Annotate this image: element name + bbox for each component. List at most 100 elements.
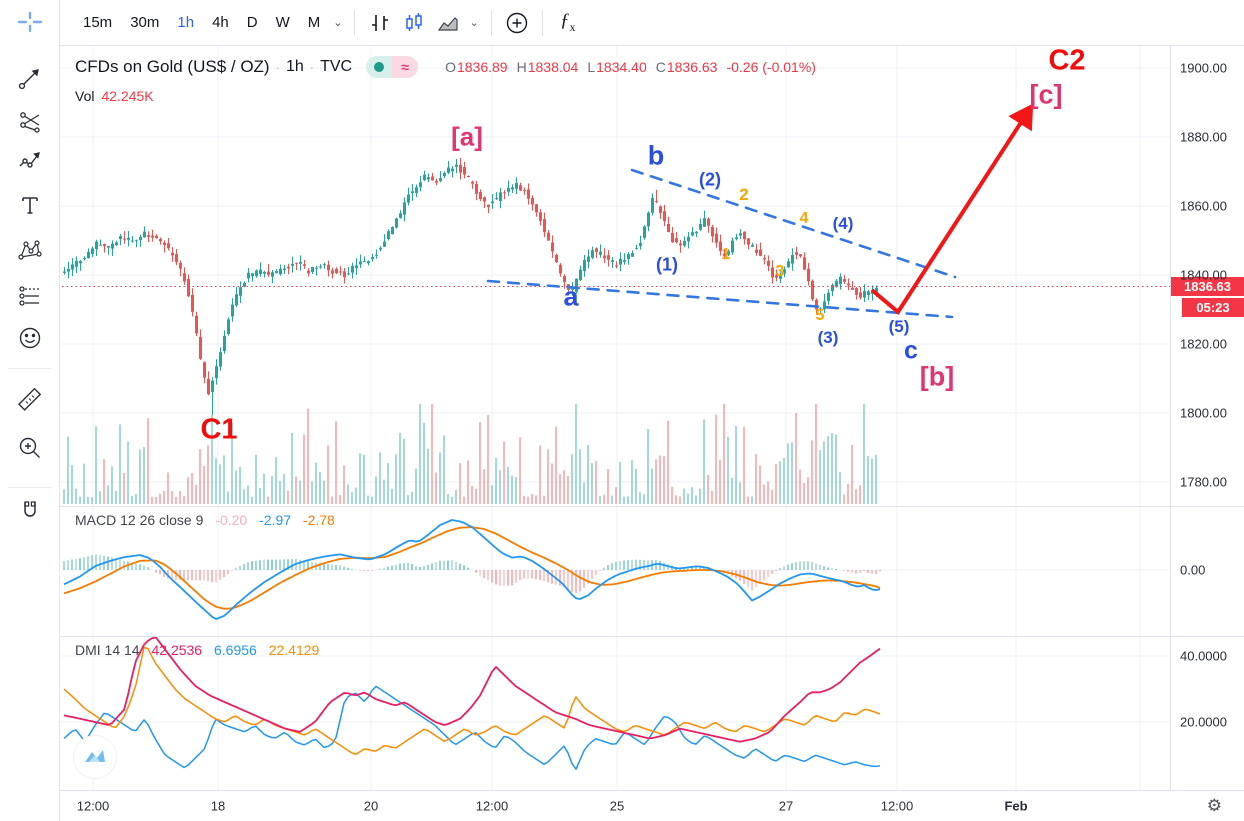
macd-histogram-bar [119,559,121,570]
wave-label-a[interactable]: [a] [451,121,483,152]
price-axis-label: 1840.00 [1180,267,1227,283]
xabcd-pattern-tool-icon[interactable] [13,233,47,267]
style-chevron-down-icon[interactable]: ⌄ [469,17,479,29]
wave-label-4[interactable]: 4 [799,210,809,227]
macd-histogram-bar [447,560,449,570]
timeframe-1h-button[interactable]: 1h [177,14,195,31]
candle-body [847,283,850,286]
candle-body [155,235,158,239]
macd-histogram-bar [327,563,329,570]
volume-bar [475,488,477,504]
wave-label-5[interactable]: (5) [888,317,910,336]
wave-label-3[interactable]: 3 [775,263,785,280]
candle-body [707,218,710,226]
volume-bar [191,472,193,504]
candle-body [787,261,790,268]
macd-histogram-bar [215,570,217,583]
measure-ruler-icon[interactable] [13,383,47,417]
compare-add-icon[interactable] [500,6,534,40]
timeframe-D-button[interactable]: D [246,14,258,31]
zoom-in-tool-icon[interactable] [13,431,47,465]
macd-pane-separator[interactable] [60,506,1244,507]
time-axis-label: 12:00 [880,798,914,814]
volume-bar [163,490,165,504]
timeframe-M-button[interactable]: M [307,14,321,31]
candle-body [343,271,346,278]
magnet-tool-icon[interactable] [13,494,47,528]
macd-histogram-bar [687,566,689,570]
trend-line-tool-icon[interactable] [13,61,47,95]
wave-label-4[interactable]: (4) [832,214,854,233]
timeframe-W-button[interactable]: W [275,14,290,31]
volume-bar [127,441,129,504]
wave-label-b[interactable]: [b] [919,361,955,392]
dmi-pane-separator[interactable] [60,636,1244,637]
macd-histogram-bar [311,561,313,570]
wave-label-1[interactable]: 1 [721,246,731,263]
volume-legend[interactable]: Vol 42.245K [75,88,154,104]
crosshair-icon[interactable] [13,5,47,39]
timeframe-30m-button[interactable]: 30m [130,14,160,31]
macd-histogram-bar [423,565,425,570]
macd-histogram-bar [107,556,109,570]
area-style-icon[interactable] [431,6,465,40]
macd-histogram-bar [627,560,629,570]
macd-histogram-bar [539,570,541,581]
wave-label-C1[interactable]: C1 [200,413,238,446]
candle-body [79,261,82,264]
pitchfork-tool-icon[interactable] [13,103,47,137]
timeframe-chevron-down-icon[interactable]: ⌄ [333,17,343,29]
volume-bar [763,484,765,504]
timeframe-4h-button[interactable]: 4h [212,14,229,31]
volume-bar [599,495,601,504]
wave-label-a[interactable]: a [563,281,579,312]
candle-body [163,242,166,246]
volume-bar [227,491,229,504]
forecast-arrow [870,103,1034,315]
macd-histogram-bar [515,570,517,583]
wave-label-2[interactable]: 2 [739,185,749,204]
candles-style-icon[interactable] [397,6,431,40]
wave-label-c[interactable]: c [904,336,918,365]
dmi-legend[interactable]: DMI 14 14 42.2536 6.6956 22.4129 [75,642,319,658]
axis-settings-gear-icon[interactable]: ⚙ [1206,796,1222,815]
position-tool-icon[interactable] [13,279,47,313]
dmi-minus-di-value: 22.4129 [268,642,320,658]
data-status-pills[interactable]: ≈ [366,56,419,78]
text-tool-icon[interactable] [13,188,47,222]
macd-histogram-bar [799,561,801,570]
timeframe-15m-button[interactable]: 15m [83,14,113,31]
emoji-tool-icon[interactable] [13,321,47,355]
candle-body [231,304,234,317]
wave-label-1[interactable]: (1) [656,254,678,275]
macd-line [63,519,881,620]
wave-label-C2[interactable]: C2 [1048,44,1086,77]
volume-bar [695,495,697,504]
macd-histogram-bar [307,561,309,570]
candle-body [111,243,114,249]
volume-bar [731,477,733,504]
wave-label-3[interactable]: (3) [817,328,839,347]
bars-style-icon[interactable] [363,6,397,40]
tradingview-watermark-logo[interactable] [73,735,117,779]
volume-bar [367,495,369,504]
wave-label-2[interactable]: (2) [699,169,721,190]
price-axis[interactable]: 1836.63 05:23 1900.00 1880.00 1860.00 1840.… [1171,45,1244,790]
wave-label-b[interactable]: b [647,140,665,171]
indicators-fx-button[interactable]: ƒx [551,6,585,40]
time-axis-label: 12:00 [475,798,509,814]
candle-body [759,249,762,256]
macd-histogram-bar [847,570,849,572]
symbol-legend[interactable]: CFDs on Gold (US$ / OZ) · 1h · TVC ≈ O 18… [75,56,816,78]
time-axis[interactable]: ⚙ 12:00 18 20 12:00 25 27 12:00 Feb [60,791,1244,821]
macd-legend[interactable]: MACD 12 26 close 9 -0.20 -2.97 -2.78 [75,512,335,528]
candle-body [395,218,398,228]
elliott-wave-tool-icon[interactable] [13,145,47,179]
wave-label-5[interactable]: 5 [815,307,825,324]
macd-histogram-bar [235,567,237,570]
macd-histogram-bar [95,554,97,570]
volume-bar [215,458,217,504]
wave-label-c[interactable]: [c] [1029,79,1063,110]
candle-body [451,168,454,172]
